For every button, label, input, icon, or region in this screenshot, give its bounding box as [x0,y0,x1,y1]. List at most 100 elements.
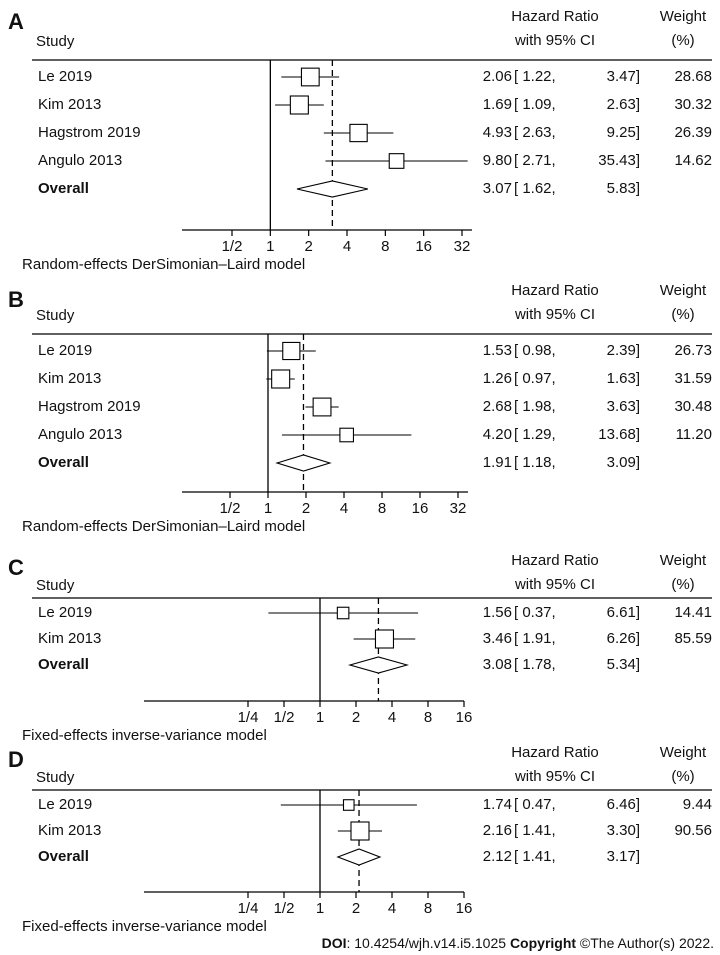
overall-diamond [296,180,368,198]
x-tick-label: 4 [339,500,349,517]
x-tick-label: 16 [415,238,432,255]
weight-value: 90.56 [674,822,712,839]
x-tick-label: 4 [387,709,397,726]
study-name: Angulo 2013 [38,426,123,443]
point-estimate-square [271,369,291,389]
overall-label: Overall [38,848,89,865]
hazard-ratio-header: Hazard Ratio [511,8,599,25]
copyright-value: ©The Author(s) 2022. [576,935,714,951]
forest-panel-a: A Study Hazard Ratio with 95% CI Weight (%) 1/… [0,0,720,273]
point-estimate-square [350,821,370,841]
x-tick-label: 8 [423,709,433,726]
hazard-ratio-value: 1.53 [482,342,512,359]
model-caption: Random-effects DerSimonian–Laird model [22,256,306,273]
hazard-ratio-value: 1.56 [482,604,512,621]
x-tick-label: 32 [453,238,471,255]
weight-header: Weight [659,744,707,761]
forest-panel-b: B Study Hazard Ratio with 95% CI Weight (%) 1/… [0,282,720,550]
ci-lower-value: [ 2.63, [514,124,556,141]
overall-ci-upper: 3.09] [606,454,640,471]
x-tick-label: 1/2 [221,238,243,255]
doi-value: : 10.4254/wjh.v14.i5.1025 [346,935,510,951]
forest-plot-svg [32,597,712,707]
forest-plot-svg [32,333,712,498]
ci-lower-value: [ 0.47, [514,796,556,813]
overall-ci-lower: [ 1.18, [514,454,556,471]
overall-ci-upper: 5.83] [606,180,640,197]
hazard-ratio-value: 1.26 [482,370,512,387]
ci-upper-value: 9.25] [606,124,640,141]
hazard-ratio-value: 2.16 [482,822,512,839]
study-name: Le 2019 [38,604,93,621]
weight-value: 14.62 [674,152,712,169]
ci-upper-value: 2.63] [606,96,640,113]
overall-hazard-ratio: 1.91 [482,454,512,471]
x-tick-label: 2 [301,500,311,517]
x-tick-label: 1 [315,900,325,917]
ci-lower-value: [ 0.37, [514,604,556,621]
study-name: Kim 2013 [38,822,102,839]
overall-ci-upper: 5.34] [606,656,640,673]
weight-value: 26.73 [674,342,712,359]
x-tick-label: 16 [455,900,473,917]
weight-value: 30.48 [674,398,712,415]
ci-lower-value: [ 0.98, [514,342,556,359]
point-estimate-square [339,427,354,443]
overall-hazard-ratio: 3.08 [482,656,512,673]
ci-upper-value: 35.43] [598,152,640,169]
weight-value: 9.44 [682,796,712,813]
x-tick-label: 2 [304,238,313,255]
ci-upper-value: 6.46] [606,796,640,813]
x-tick-label: 1 [266,238,275,255]
weight-value: 30.32 [674,96,712,113]
ci-lower-value: [ 0.97, [514,370,556,387]
point-estimate-square [312,397,332,417]
x-tick-label: 8 [381,238,390,255]
ci-lower-value: [ 1.41, [514,822,556,839]
weight-value: 14.41 [674,604,712,621]
x-tick-label: 1/2 [219,500,241,517]
ci-header: with 95% CI [514,768,596,785]
hazard-ratio-value: 1.69 [482,96,512,113]
study-name: Hagstrom 2019 [38,124,141,141]
point-estimate-square [349,123,368,143]
model-caption: Fixed-effects inverse-variance model [22,727,267,744]
weight-unit-header: (%) [671,768,695,785]
study-name: Kim 2013 [38,630,102,647]
panel-label: A [8,9,24,34]
study-header: Study [36,33,75,50]
overall-ci-lower: [ 1.41, [514,848,556,865]
hazard-ratio-value: 4.93 [482,124,512,141]
x-tick-label: 2 [351,709,361,726]
overall-hazard-ratio: 3.07 [482,180,512,197]
model-caption: Random-effects DerSimonian–Laird model [22,518,306,535]
forest-panel-c: C Study Hazard Ratio with 95% CI Weight (%) 1/… [0,552,720,744]
forest-plot-svg [32,59,712,236]
weight-value: 31.59 [674,370,712,387]
x-tick-label: 1/2 [273,709,295,726]
study-name: Kim 2013 [38,96,102,113]
study-header: Study [36,577,75,594]
ci-lower-value: [ 1.98, [514,398,556,415]
x-tick-label: 1 [263,500,273,517]
ci-upper-value: 3.47] [606,68,640,85]
ci-upper-value: 6.61] [606,604,640,621]
study-name: Le 2019 [38,68,93,85]
x-tick-label: 4 [342,238,352,255]
point-estimate-square [388,153,405,169]
x-tick-label: 1 [315,709,325,726]
ci-upper-value: 2.39] [606,342,640,359]
ci-upper-value: 13.68] [598,426,640,443]
weight-value: 28.68 [674,68,712,85]
ci-lower-value: [ 1.09, [514,96,556,113]
overall-label: Overall [38,180,89,197]
x-tick-label: 4 [387,900,397,917]
point-estimate-square [336,606,350,620]
copyright-label: Copyright [509,935,577,951]
ci-upper-value: 3.63] [606,398,640,415]
overall-ci-upper: 3.17] [606,848,640,865]
hazard-ratio-value: 2.68 [482,398,512,415]
panel-label: D [8,747,24,772]
x-tick-label: 2 [351,900,361,917]
weight-unit-header: (%) [671,306,695,323]
